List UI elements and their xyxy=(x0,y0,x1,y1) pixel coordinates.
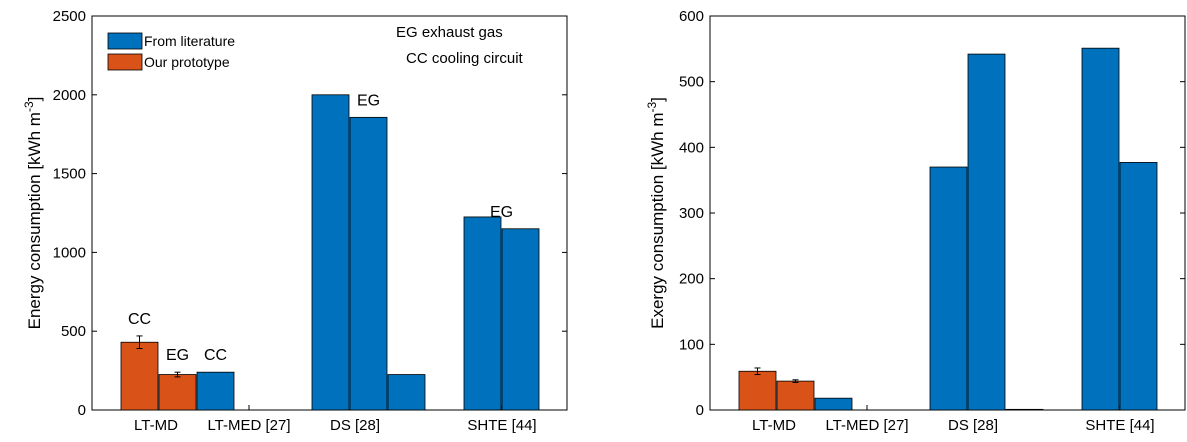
bar-annotation: CC xyxy=(204,347,227,364)
bar-literature xyxy=(501,228,540,411)
legend-label-literature: From literature xyxy=(144,33,235,49)
y-tick-label: 300 xyxy=(679,205,704,222)
bar-literature xyxy=(1081,47,1120,411)
bar-literature xyxy=(1005,408,1044,411)
chart-energy: 0 500 1000 1500 2000 2500 LT-MD LT-MED [27] DS … xyxy=(22,8,568,434)
bar-literature xyxy=(349,116,388,411)
x-tick-label: LT-MED [27] xyxy=(207,417,290,434)
note-exhaust-gas: EG exhaust gas xyxy=(396,24,503,41)
y-axis-label: Exergy consumption [kWh m-3] xyxy=(645,97,667,329)
y-tick-label: 2500 xyxy=(53,8,86,25)
bar-annotations: CC EG CC EG EG xyxy=(128,92,513,364)
y-tick-label: 200 xyxy=(679,271,704,288)
bar-group xyxy=(120,94,540,411)
x-tick-label: LT-MED [27] xyxy=(825,417,908,434)
legend-swatch-literature xyxy=(107,32,143,50)
note-cooling-circuit: CC cooling circuit xyxy=(406,50,524,67)
bar-literature xyxy=(311,94,350,411)
y-tick-label: 1000 xyxy=(53,244,86,261)
bar-literature xyxy=(814,397,853,411)
bar-prototype xyxy=(776,380,815,411)
bar-literature xyxy=(196,371,235,411)
x-tick-label: SHTE [44] xyxy=(467,417,536,434)
legend: From literature Our prototype xyxy=(107,32,235,71)
bar-prototype xyxy=(738,370,777,411)
y-tick-label: 100 xyxy=(679,336,704,353)
x-tick-label: DS [28] xyxy=(330,417,380,434)
bar-literature xyxy=(967,53,1006,411)
x-tick-label: SHTE [44] xyxy=(1085,417,1154,434)
x-axis: LT-MD LT-MED [27] DS [28] SHTE [44] xyxy=(752,405,1155,434)
y-tick-label: 600 xyxy=(679,8,704,25)
x-tick-label: LT-MD xyxy=(134,417,178,434)
legend-swatch-prototype xyxy=(107,53,143,71)
y-axis-label: Energy consumption [kWh m-3] xyxy=(22,97,44,330)
bar-prototype xyxy=(120,341,159,411)
bar-literature xyxy=(463,216,502,411)
bar-annotation: CC xyxy=(128,311,151,328)
bar-literature xyxy=(1119,162,1158,411)
y-tick-label: 500 xyxy=(61,323,86,340)
x-tick-label: LT-MD xyxy=(752,417,796,434)
bar-annotation: EG xyxy=(166,347,189,364)
bar-annotation: EG xyxy=(357,92,380,109)
legend-label-prototype: Our prototype xyxy=(144,54,230,70)
y-tick-label: 0 xyxy=(696,402,704,419)
bar-group xyxy=(738,47,1158,411)
y-axis: 0 500 1000 1500 2000 2500 xyxy=(53,8,567,419)
y-axis: 0 100 200 300 400 500 600 xyxy=(679,8,1185,419)
bar-literature xyxy=(387,374,426,411)
bar-literature xyxy=(929,166,968,411)
y-tick-label: 500 xyxy=(679,74,704,91)
y-tick-label: 1500 xyxy=(53,166,86,183)
bar-prototype xyxy=(158,374,197,411)
y-tick-label: 400 xyxy=(679,139,704,156)
chart-exergy: 0 100 200 300 400 500 600 LT-MD LT-MED [27] DS [… xyxy=(645,8,1186,434)
y-tick-label: 2000 xyxy=(53,87,86,104)
bar-annotation: EG xyxy=(490,204,513,221)
x-tick-label: DS [28] xyxy=(948,417,998,434)
y-tick-label: 0 xyxy=(78,402,86,419)
